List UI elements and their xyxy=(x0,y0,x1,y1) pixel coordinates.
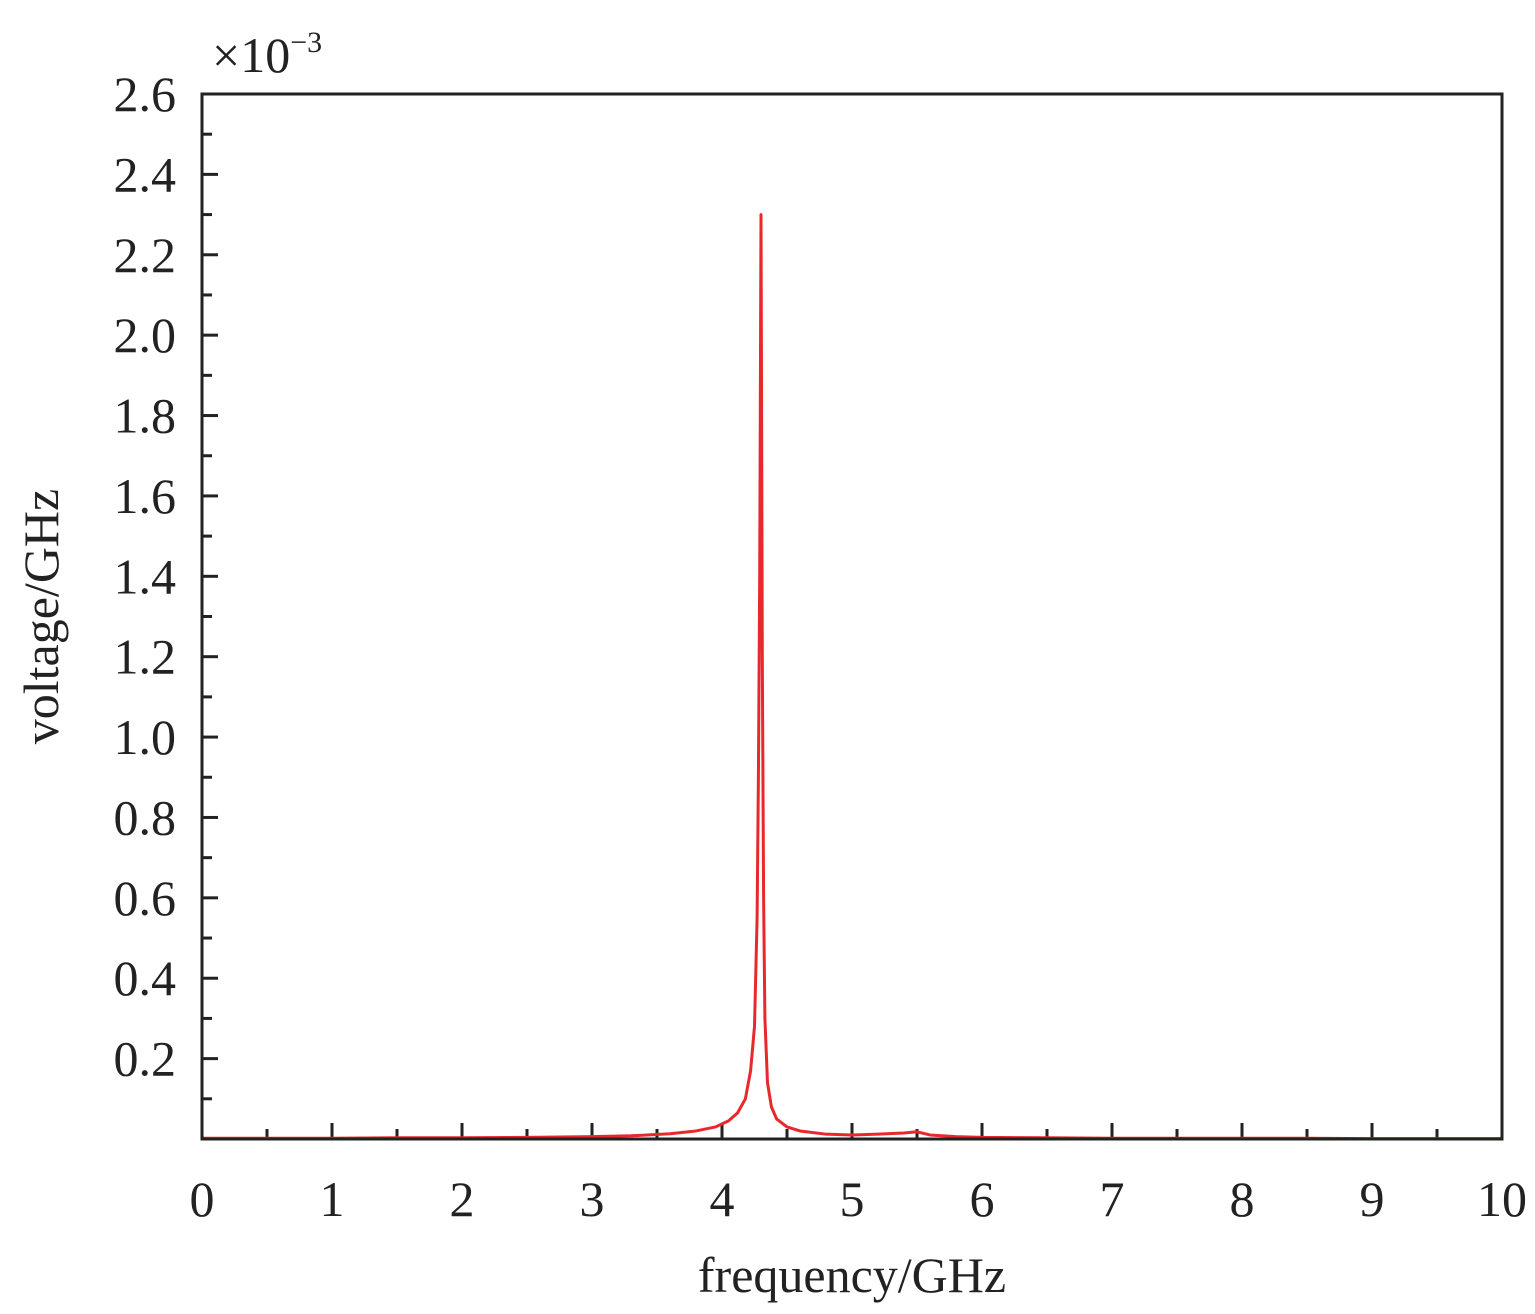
y-axis-label: voltage/GHz xyxy=(13,489,69,744)
y-tick-label: 2.2 xyxy=(114,227,177,283)
x-tick-label: 7 xyxy=(1100,1171,1125,1227)
x-tick-label: 6 xyxy=(970,1171,995,1227)
x-tick-label: 0 xyxy=(190,1171,215,1227)
x-tick-label: 8 xyxy=(1230,1171,1255,1227)
y-tick-label: 0.8 xyxy=(114,789,177,845)
x-tick-labels: 0 1 2 3 4 5 6 7 8 9 10 xyxy=(190,1171,1528,1227)
y-tick-label: 1.6 xyxy=(114,468,177,524)
x-tick-label: 1 xyxy=(320,1171,345,1227)
y-tick-label: 0.4 xyxy=(114,950,177,1006)
y-tick-label: 1.4 xyxy=(114,548,177,604)
y-tick-label: 0.2 xyxy=(114,1031,177,1087)
series-line xyxy=(202,213,1502,1141)
y-ticks xyxy=(202,92,218,1141)
x-tick-label: 5 xyxy=(840,1171,865,1227)
x-tick-label: 9 xyxy=(1360,1171,1385,1227)
x-tick-label: 10 xyxy=(1477,1171,1527,1227)
plot-frame xyxy=(200,92,1504,1141)
x-axis-label: frequency/GHz xyxy=(698,1247,1006,1303)
y-tick-label: 2.0 xyxy=(114,307,177,363)
y-tick-labels: 0.2 0.4 0.6 0.8 1.0 1.2 1.4 1.6 1.8 2.0 2.2 2.4 2.6 xyxy=(114,66,177,1087)
x-tick-label: 2 xyxy=(450,1171,475,1227)
y-tick-label: 2.6 xyxy=(114,66,177,122)
y-tick-label: 0.6 xyxy=(114,870,177,926)
y-axis-multiplier: ×10−3 xyxy=(212,26,322,83)
y-tick-label: 1.2 xyxy=(114,629,177,685)
x-tick-label: 3 xyxy=(580,1171,605,1227)
y-tick-label: 2.4 xyxy=(114,146,177,202)
y-tick-label: 1.8 xyxy=(114,388,177,444)
y-tick-label: 1.0 xyxy=(114,709,177,765)
x-tick-label: 4 xyxy=(710,1171,735,1227)
